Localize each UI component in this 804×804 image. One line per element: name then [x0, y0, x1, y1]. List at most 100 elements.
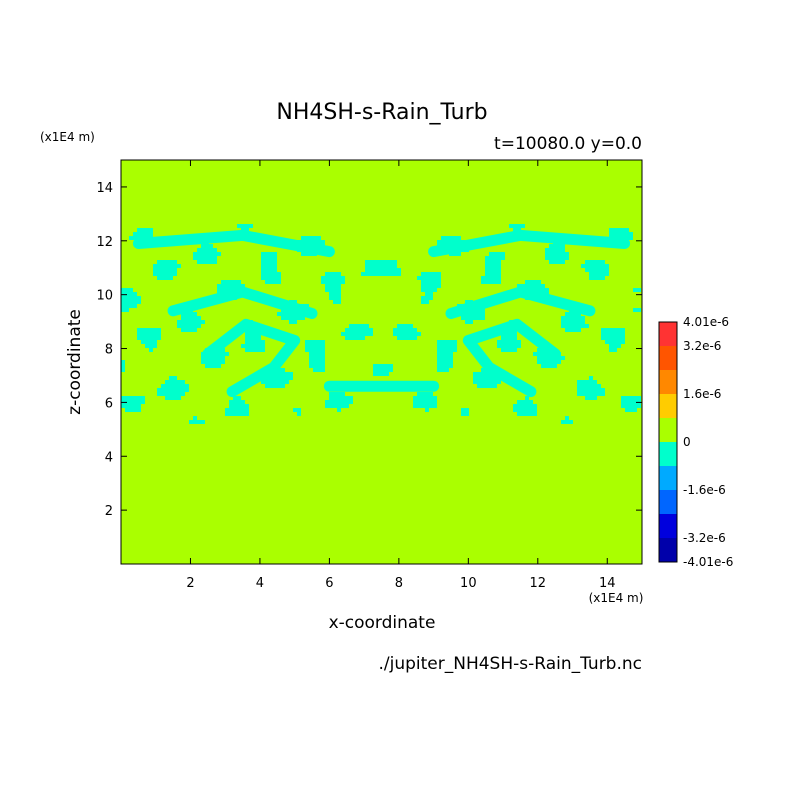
anomaly-cell [413, 400, 437, 404]
anomaly-cell [201, 360, 225, 364]
anomaly-cell [121, 304, 137, 308]
anomaly-cell [121, 404, 141, 408]
anomaly-cell [177, 324, 201, 328]
anomaly-cell [205, 364, 221, 368]
anomaly-cell [121, 300, 141, 304]
colorbar: 4.01e-6 3.2e-6 1.6e-6 0 -1.6e-6 -3.2e-6 -4.01e… [658, 315, 733, 569]
anomaly-cell [621, 404, 641, 408]
anomaly-cell [193, 256, 217, 260]
anomaly-cell [589, 376, 593, 380]
anomaly-streak [132, 229, 335, 258]
anomaly-cell [581, 264, 609, 268]
anomaly-cell [473, 372, 497, 376]
plot-frame [120, 159, 643, 565]
y-tick-label: 12 [96, 235, 113, 250]
anomaly-cell [225, 408, 249, 412]
anomaly-cell [329, 296, 341, 300]
anomaly-cell [621, 400, 641, 404]
y-tick-label: 14 [96, 181, 113, 196]
anomaly-cell [121, 396, 145, 400]
anomaly-streak [445, 286, 596, 319]
x-tick-label: 10 [460, 576, 477, 591]
anomaly-cell [437, 368, 449, 372]
anomaly-cell [197, 260, 217, 264]
anomaly-cell [537, 356, 565, 360]
colorbar-label: 0 [683, 435, 691, 449]
anomaly-cell [485, 272, 501, 276]
anomaly-cell [621, 396, 641, 400]
anomaly-cell [365, 260, 397, 264]
anomaly-cell [481, 276, 501, 280]
anomaly-cell [465, 320, 473, 324]
anomaly-cell [229, 404, 249, 408]
anomaly-cell [605, 340, 625, 344]
x-unit-label: (x1E4 m) [589, 591, 644, 605]
anomaly-cell [165, 396, 181, 400]
anomaly-cell [325, 288, 341, 292]
anomaly-cell [325, 404, 349, 408]
anomaly-cell [397, 324, 413, 328]
anomaly-cell [517, 400, 533, 404]
anomaly-cell [537, 360, 561, 364]
anomaly-cell [217, 284, 245, 288]
anomaly-cell [237, 224, 253, 228]
chart-subtitle: t=10080.0 y=0.0 [494, 134, 642, 154]
anomaly-cell [121, 288, 133, 292]
anomaly-cell [193, 416, 197, 420]
anomaly-cell [517, 412, 537, 416]
anomaly-cell [261, 252, 277, 256]
anomaly-cell [601, 328, 625, 332]
anomaly-cell [565, 312, 581, 316]
anomaly-streak [462, 318, 561, 398]
anomaly-cell [497, 344, 521, 348]
background-field [121, 160, 642, 564]
anomaly-cell [125, 408, 141, 412]
colorbar-segment [659, 346, 677, 370]
anomaly-cell [421, 296, 433, 300]
anomaly-cell [329, 396, 353, 400]
anomaly-cell [509, 224, 525, 228]
anomaly-cell [181, 316, 201, 320]
anomaly-cell [193, 252, 221, 256]
anomaly-cell [333, 300, 341, 304]
anomaly-cell [165, 380, 185, 384]
anomaly-cell [625, 408, 637, 412]
anomaly-cell [461, 316, 485, 320]
anomaly-cell [189, 420, 205, 424]
anomaly-cell [157, 392, 185, 396]
anomaly-cell [545, 248, 565, 252]
anomaly-cell [329, 292, 341, 296]
x-tick-label: 6 [325, 576, 333, 591]
anomaly-cell [565, 328, 581, 332]
y-axis-label: z-coordinate [65, 309, 85, 415]
anomaly-cell [417, 276, 441, 280]
colorbar-label: 1.6e-6 [683, 387, 721, 401]
anomaly-cell [229, 400, 245, 404]
anomaly-cell [609, 232, 633, 236]
colorbar-segment [659, 538, 677, 562]
y-tick-label: 4 [105, 450, 113, 465]
anomaly-cell [313, 368, 325, 372]
anomaly-cell [561, 420, 573, 424]
colorbar-label: -1.6e-6 [683, 483, 726, 497]
anomaly-cell [421, 288, 437, 292]
anomaly-cell [181, 312, 197, 316]
anomaly-cell [421, 272, 441, 276]
anomaly-cell [609, 344, 621, 348]
anomaly-cell [325, 400, 353, 404]
anomaly-cell [197, 248, 217, 252]
anomaly-cell [305, 348, 325, 352]
anomaly-cell [421, 280, 441, 284]
anomaly-cell [577, 392, 605, 396]
anomaly-cell [261, 268, 277, 272]
anomaly-cell [181, 328, 197, 332]
anomaly-cell [421, 300, 429, 304]
anomaly-streak [202, 318, 301, 398]
colorbar-label: 3.2e-6 [683, 339, 721, 353]
x-tick-label: 2 [186, 576, 194, 591]
anomaly-streak [428, 229, 631, 258]
anomaly-cell [137, 228, 153, 232]
anomaly-cell [121, 400, 145, 404]
anomaly-cell [281, 316, 305, 320]
anomaly-cell [473, 376, 501, 380]
